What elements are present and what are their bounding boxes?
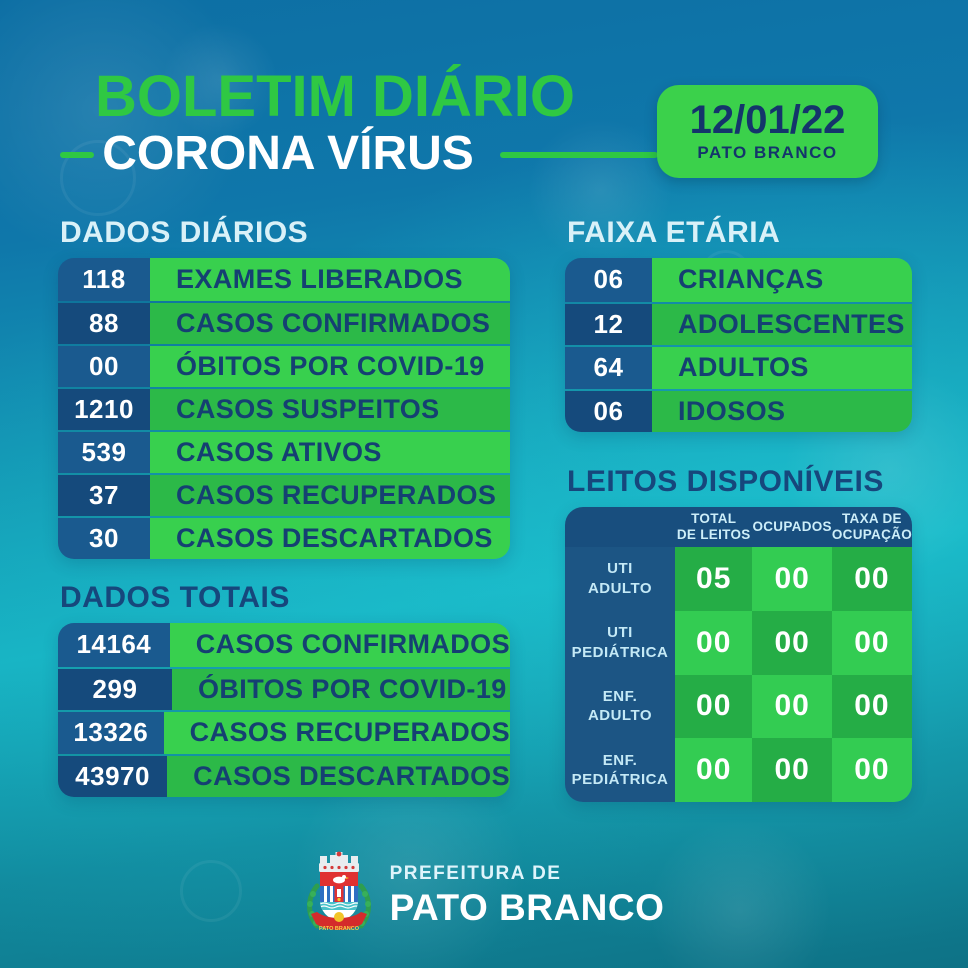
stat-row: 30 CASOS DESCARTADOS bbox=[58, 516, 510, 559]
faixa-etaria-table: 06 CRIANÇAS 12 ADOLESCENTES 64 ADULTOS 0… bbox=[565, 258, 912, 432]
bulletin-title: BOLETIM DIÁRIO bbox=[94, 64, 576, 129]
stat-row: 00 ÓBITOS POR COVID-19 bbox=[58, 344, 510, 387]
dados-diarios-table: 118 EXAMES LIBERADOS 88 CASOS CONFIRMADO… bbox=[58, 258, 510, 559]
leitos-value: 00 bbox=[752, 674, 832, 739]
stat-row: 1210 CASOS SUSPEITOS bbox=[58, 387, 510, 430]
dados-totais-table: 14164 CASOS CONFIRMADOS 299 ÓBITOS POR C… bbox=[58, 623, 510, 797]
stat-value: 06 bbox=[565, 390, 652, 432]
leitos-value: 00 bbox=[675, 674, 753, 739]
section-title-faixa-etaria: FAIXA ETÁRIA bbox=[567, 216, 781, 249]
leitos-value: 00 bbox=[675, 738, 753, 803]
stat-label: CASOS DESCARTADOS bbox=[150, 518, 510, 559]
leitos-col-header-total: TOTAL DE LEITOS bbox=[675, 507, 753, 547]
leitos-value: 00 bbox=[752, 738, 832, 803]
leitos-value: 00 bbox=[831, 738, 912, 803]
stat-label: CASOS SUSPEITOS bbox=[150, 389, 510, 430]
section-title-dados-totais: DADOS TOTAIS bbox=[60, 581, 290, 614]
stat-row: 06 IDOSOS bbox=[565, 388, 912, 432]
leitos-row-label: UTI PEDIÁTRICA bbox=[565, 610, 675, 675]
virus-blob bbox=[520, 120, 680, 260]
stat-row: 06 CRIANÇAS bbox=[565, 258, 912, 302]
leitos-value: 00 bbox=[831, 674, 912, 739]
stat-value: 43970 bbox=[58, 755, 168, 797]
footer-city-label: PATO BRANCO bbox=[389, 887, 665, 928]
leitos-value: 00 bbox=[675, 610, 753, 675]
stat-value: 88 bbox=[58, 303, 150, 344]
stat-value: 30 bbox=[58, 518, 150, 559]
stat-label: CASOS RECUPERADOS bbox=[150, 475, 510, 516]
virus-blob bbox=[160, 20, 280, 140]
virus-blob bbox=[640, 820, 840, 968]
stat-label: ADOLESCENTES bbox=[652, 303, 912, 345]
leitos-value: 00 bbox=[831, 610, 912, 675]
leitos-col-header-ocupados: OCUPADOS bbox=[752, 507, 832, 547]
badge-city: PATO BRANCO bbox=[697, 143, 838, 162]
leitos-row-label: ENF. ADULTO bbox=[565, 674, 675, 739]
section-dados-diarios: DADOS DIÁRIOS 118 EXAMES LIBERADOS 88 CA… bbox=[58, 216, 510, 559]
stat-row: 299 ÓBITOS POR COVID-19 bbox=[58, 666, 510, 710]
stat-value: 539 bbox=[58, 432, 150, 473]
stat-row: 12 ADOLESCENTES bbox=[565, 301, 912, 345]
stat-row: 64 ADULTOS bbox=[565, 345, 912, 389]
stat-row: 88 CASOS CONFIRMADOS bbox=[58, 301, 510, 344]
badge-date: 12/01/22 bbox=[689, 98, 846, 142]
stat-label: CASOS CONFIRMADOS bbox=[150, 303, 510, 344]
section-leitos: LEITOS DISPONÍVEIS TOTAL DE LEITOS OCUPA… bbox=[565, 465, 912, 803]
stat-label: CASOS DESCARTADOS bbox=[167, 755, 510, 797]
leitos-corner-cell bbox=[565, 507, 675, 547]
section-title-leitos: LEITOS DISPONÍVEIS bbox=[567, 465, 884, 498]
bulletin-subtitle: CORONA VÍRUS bbox=[102, 127, 474, 180]
stat-value: 64 bbox=[565, 347, 652, 389]
stat-label: CASOS RECUPERADOS bbox=[163, 712, 510, 754]
stat-label: CASOS ATIVOS bbox=[150, 432, 510, 473]
leitos-value: 00 bbox=[752, 547, 832, 611]
subtitle-dash-right bbox=[500, 152, 658, 158]
stat-row: 14164 CASOS CONFIRMADOS bbox=[58, 623, 510, 667]
section-title-dados-diarios: DADOS DIÁRIOS bbox=[60, 216, 309, 249]
stat-label: ÓBITOS POR COVID-19 bbox=[150, 346, 510, 387]
stat-value: 37 bbox=[58, 475, 150, 516]
section-dados-totais: DADOS TOTAIS 14164 CASOS CONFIRMADOS 299… bbox=[58, 581, 510, 797]
virus-ring bbox=[180, 860, 242, 922]
leitos-table: TOTAL DE LEITOS OCUPADOS TAXA DE OCUPAÇÃ… bbox=[565, 507, 912, 803]
footer-org-label: PREFEITURA DE bbox=[389, 863, 562, 884]
ribbon-text: PATO BRANCO bbox=[319, 926, 360, 932]
stat-row: 118 EXAMES LIBERADOS bbox=[58, 258, 510, 301]
stat-value: 00 bbox=[58, 346, 150, 387]
leitos-row-label: UTI ADULTO bbox=[565, 547, 675, 611]
stat-value: 12 bbox=[565, 303, 652, 345]
stat-label: ADULTOS bbox=[652, 347, 912, 389]
stat-row: 37 CASOS RECUPERADOS bbox=[58, 473, 510, 516]
footer: PATO BRANCO PREFEITURA DE PATO BRANCO bbox=[0, 850, 968, 942]
stat-label: IDOSOS bbox=[652, 390, 912, 432]
stat-value: 13326 bbox=[58, 712, 164, 754]
section-faixa-etaria: FAIXA ETÁRIA 06 CRIANÇAS 12 ADOLESCENTES… bbox=[565, 216, 912, 432]
stat-label: EXAMES LIBERADOS bbox=[150, 258, 510, 301]
subtitle-dash-left bbox=[60, 152, 94, 158]
leitos-value: 05 bbox=[675, 547, 753, 611]
pato-branco-coat-of-arms-logo: PATO BRANCO bbox=[306, 851, 371, 932]
stat-value: 1210 bbox=[58, 389, 150, 430]
leitos-col-header-taxa: TAXA DE OCUPAÇÃO bbox=[831, 507, 912, 547]
stat-label: ÓBITOS POR COVID-19 bbox=[172, 668, 510, 710]
stat-value: 06 bbox=[565, 258, 652, 302]
stat-value: 118 bbox=[58, 258, 150, 301]
stat-row: 539 CASOS ATIVOS bbox=[58, 430, 510, 473]
date-badge: 12/01/22 PATO BRANCO bbox=[657, 85, 878, 178]
stat-label: CASOS CONFIRMADOS bbox=[169, 623, 510, 667]
stat-value: 14164 bbox=[58, 623, 170, 667]
stat-value: 299 bbox=[58, 668, 172, 710]
leitos-value: 00 bbox=[831, 547, 912, 611]
stat-row: 43970 CASOS DESCARTADOS bbox=[58, 753, 510, 797]
stat-row: 13326 CASOS RECUPERADOS bbox=[58, 710, 510, 754]
virus-ring bbox=[60, 140, 136, 216]
leitos-value: 00 bbox=[752, 610, 832, 675]
footer-text: PREFEITURA DE PATO BRANCO bbox=[390, 863, 665, 929]
leitos-row-label: ENF. PEDIÁTRICA bbox=[565, 738, 675, 803]
stat-label: CRIANÇAS bbox=[652, 258, 912, 302]
